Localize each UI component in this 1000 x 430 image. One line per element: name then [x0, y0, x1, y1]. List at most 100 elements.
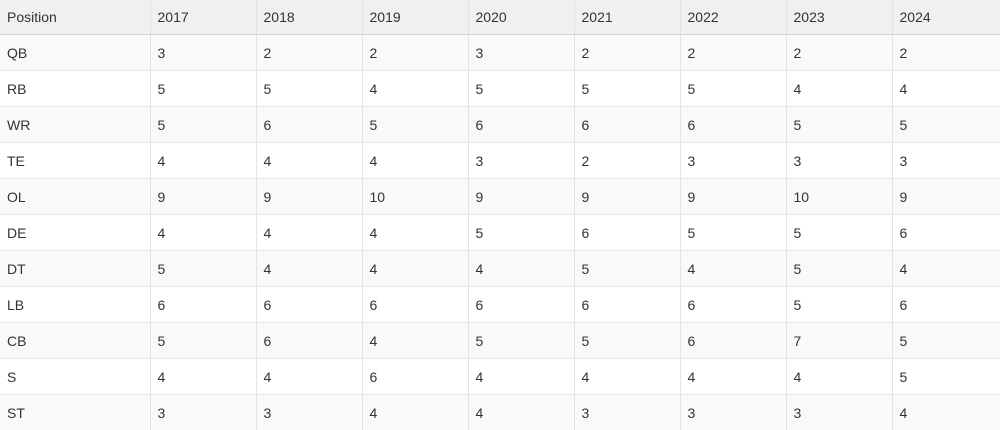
- count-cell: 2: [679, 34, 786, 71]
- count-cell: 5: [573, 70, 680, 107]
- count-cell: 2: [573, 142, 680, 179]
- count-cell: 9: [467, 178, 574, 215]
- count-cell: 5: [573, 250, 680, 287]
- count-cell: 4: [255, 214, 362, 251]
- count-cell: 9: [255, 178, 362, 215]
- count-cell: 9: [891, 178, 1000, 215]
- count-cell: 4: [679, 358, 786, 395]
- count-cell: 2: [255, 34, 362, 71]
- count-cell: 5: [255, 70, 362, 107]
- count-cell: 6: [573, 214, 680, 251]
- count-cell: 4: [255, 250, 362, 287]
- count-cell: 4: [679, 250, 786, 287]
- position-cell: LB: [0, 286, 150, 323]
- count-cell: 6: [149, 286, 256, 323]
- table-row: WR 5 6 5 6 6 6 5 5: [0, 106, 1000, 143]
- table-row: OL 9 9 10 9 9 9 10 9: [0, 178, 1000, 215]
- count-cell: 4: [149, 358, 256, 395]
- count-cell: 5: [149, 250, 256, 287]
- count-cell: 6: [467, 106, 574, 143]
- count-cell: 9: [149, 178, 256, 215]
- position-cell: DE: [0, 214, 150, 251]
- table-header: Position 2017 2018 2019 2020 2021 2022 2023 2024: [0, 0, 1000, 35]
- count-cell: 6: [891, 214, 1000, 251]
- count-cell: 4: [891, 70, 1000, 107]
- position-cell: DT: [0, 250, 150, 287]
- count-cell: 6: [573, 106, 680, 143]
- count-cell: 4: [467, 394, 574, 430]
- table-row: TE 4 4 4 3 2 3 3 3: [0, 142, 1000, 179]
- count-cell: 3: [467, 34, 574, 71]
- count-cell: 4: [361, 394, 468, 430]
- column-header-year: 2020: [467, 0, 574, 35]
- count-cell: 5: [149, 70, 256, 107]
- column-header-year: 2022: [679, 0, 786, 35]
- position-cell: OL: [0, 178, 150, 215]
- count-cell: 4: [361, 322, 468, 359]
- count-cell: 5: [785, 286, 892, 323]
- count-cell: 4: [891, 394, 1000, 430]
- count-cell: 7: [785, 322, 892, 359]
- count-cell: 5: [467, 214, 574, 251]
- table-body: QB 3 2 2 3 2 2 2 2 RB 5 5 4 5 5 5 4 4 WR 5 6 5 6 6 6 5 5 TE 4 4 4 3 2 3 3 3…: [0, 34, 1000, 430]
- count-cell: 3: [467, 142, 574, 179]
- count-cell: 6: [679, 286, 786, 323]
- count-cell: 4: [361, 142, 468, 179]
- column-header-year: 2021: [573, 0, 680, 35]
- column-header-year: 2019: [361, 0, 468, 35]
- table-row: DT 5 4 4 4 5 4 5 4: [0, 250, 1000, 287]
- count-cell: 5: [785, 214, 892, 251]
- column-header-year: 2023: [785, 0, 892, 35]
- count-cell: 3: [679, 142, 786, 179]
- count-cell: 4: [891, 250, 1000, 287]
- count-cell: 6: [573, 286, 680, 323]
- count-cell: 5: [679, 70, 786, 107]
- count-cell: 2: [361, 34, 468, 71]
- count-cell: 5: [467, 70, 574, 107]
- table-row: LB 6 6 6 6 6 6 5 6: [0, 286, 1000, 323]
- count-cell: 5: [679, 214, 786, 251]
- count-cell: 4: [255, 358, 362, 395]
- count-cell: 6: [679, 322, 786, 359]
- count-cell: 4: [149, 214, 256, 251]
- count-cell: 5: [891, 106, 1000, 143]
- count-cell: 6: [467, 286, 574, 323]
- count-cell: 2: [891, 34, 1000, 71]
- position-cell: S: [0, 358, 150, 395]
- count-cell: 4: [255, 142, 362, 179]
- count-cell: 4: [361, 70, 468, 107]
- count-cell: 5: [891, 358, 1000, 395]
- position-cell: QB: [0, 34, 150, 71]
- count-cell: 3: [785, 394, 892, 430]
- count-cell: 6: [361, 358, 468, 395]
- count-cell: 3: [891, 142, 1000, 179]
- count-cell: 5: [891, 322, 1000, 359]
- count-cell: 2: [785, 34, 892, 71]
- count-cell: 5: [573, 322, 680, 359]
- count-cell: 4: [785, 358, 892, 395]
- count-cell: 3: [679, 394, 786, 430]
- position-cell: ST: [0, 394, 150, 430]
- count-cell: 9: [679, 178, 786, 215]
- table-row: DE 4 4 4 5 6 5 5 6: [0, 214, 1000, 251]
- count-cell: 3: [149, 394, 256, 430]
- position-cell: TE: [0, 142, 150, 179]
- count-cell: 3: [573, 394, 680, 430]
- header-row: Position 2017 2018 2019 2020 2021 2022 2023 2024: [0, 0, 1000, 35]
- count-cell: 6: [679, 106, 786, 143]
- count-cell: 3: [785, 142, 892, 179]
- count-cell: 5: [149, 322, 256, 359]
- count-cell: 3: [255, 394, 362, 430]
- count-cell: 6: [255, 322, 362, 359]
- count-cell: 4: [361, 214, 468, 251]
- count-cell: 6: [255, 286, 362, 323]
- count-cell: 4: [573, 358, 680, 395]
- count-cell: 6: [891, 286, 1000, 323]
- column-header-year: 2024: [891, 0, 1000, 35]
- table-row: CB 5 6 4 5 5 6 7 5: [0, 322, 1000, 359]
- position-cell: CB: [0, 322, 150, 359]
- count-cell: 4: [149, 142, 256, 179]
- count-cell: 6: [255, 106, 362, 143]
